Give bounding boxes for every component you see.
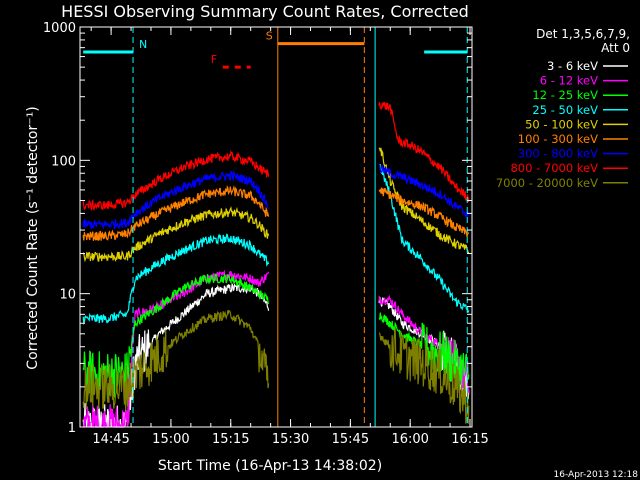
flag-N-label: N bbox=[139, 38, 147, 51]
x-tick-label-2: 15:15 bbox=[212, 432, 249, 447]
x-tick-label-0: 14:45 bbox=[92, 432, 129, 447]
series-8 bbox=[82, 309, 470, 424]
y-tick-label-3: 1000 bbox=[43, 21, 76, 36]
flags-layer: N S F bbox=[83, 30, 468, 69]
legend-label-0: 3 - 6 keV bbox=[547, 59, 598, 73]
legend-attenuator: Att 0 bbox=[601, 41, 630, 55]
series-6 bbox=[82, 164, 470, 231]
legend-label-5: 100 - 300 keV bbox=[518, 132, 598, 146]
y-tick-label-2: 100 bbox=[51, 154, 76, 169]
x-tick-label-4: 15:45 bbox=[332, 432, 369, 447]
y-axis-label: Corrected Count Rate (s⁻¹ detector⁻¹) bbox=[25, 106, 41, 369]
plot-frame bbox=[79, 26, 473, 428]
legend-label-6: 300 - 800 keV bbox=[518, 147, 598, 161]
series-8-segment-0 bbox=[82, 309, 270, 411]
legend-label-2: 12 - 25 keV bbox=[532, 88, 598, 102]
series-3-segment-1 bbox=[378, 163, 470, 313]
series-4-segment-1 bbox=[378, 147, 470, 255]
series-6-segment-1 bbox=[378, 164, 470, 219]
series-layer bbox=[82, 101, 470, 428]
x-tick-label-5: 16:00 bbox=[391, 432, 428, 447]
series-2-segment-0 bbox=[82, 272, 270, 398]
legend-label-4: 50 - 100 keV bbox=[525, 117, 598, 131]
series-1-segment-0 bbox=[83, 269, 270, 428]
marker-lines-layer bbox=[132, 27, 468, 427]
y-tick-label-1: 10 bbox=[59, 288, 76, 303]
legend-header: Det 1,3,5,6,7,9, Att 0 bbox=[536, 27, 630, 55]
series-7-segment-1 bbox=[378, 101, 470, 203]
series-6-segment-0 bbox=[82, 169, 270, 231]
y-ticks: 1 10 100 1000 bbox=[43, 21, 472, 436]
plot-area: NSF 14:45 15:00 15:15 15:30 15:45 16:00 16:15 … bbox=[43, 21, 489, 447]
x-axis-label: Start Time (16-Apr-13 14:38:02) bbox=[158, 458, 382, 474]
x-tick-label-3: 15:30 bbox=[272, 432, 309, 447]
series-8-segment-1 bbox=[379, 327, 470, 424]
x-tick-label-1: 15:00 bbox=[152, 432, 189, 447]
chart-title: HESSI Observing Summary Count Rates, Cor… bbox=[61, 2, 469, 21]
series-4-segment-0 bbox=[82, 206, 270, 263]
series-5-segment-0 bbox=[82, 185, 270, 242]
y-tick-label-0: 1 bbox=[68, 421, 76, 436]
series-7 bbox=[82, 101, 470, 212]
series-4 bbox=[82, 147, 470, 263]
legend-label-3: 25 - 50 keV bbox=[532, 103, 598, 117]
series-2 bbox=[82, 272, 470, 398]
series-3-segment-0 bbox=[82, 233, 270, 326]
flag-S-label: S bbox=[266, 30, 273, 43]
legend-label-7: 800 - 7000 keV bbox=[510, 161, 598, 175]
series-3 bbox=[82, 163, 470, 326]
legend-label-8: 7000 - 20000 keV bbox=[496, 176, 598, 190]
flag-F-label: F bbox=[211, 53, 217, 66]
series-2-segment-1 bbox=[378, 312, 470, 392]
x-ticks: 14:45 15:00 15:15 15:30 15:45 16:00 16:15 bbox=[90, 27, 489, 447]
legend-label-1: 6 - 12 keV bbox=[540, 74, 598, 88]
series-5-segment-1 bbox=[378, 187, 470, 238]
legend-detectors: Det 1,3,5,6,7,9, bbox=[536, 27, 630, 41]
date-stamp: 16-Apr-2013 12:18 bbox=[554, 470, 639, 480]
series-5 bbox=[82, 185, 470, 242]
x-tick-label-6: 16:15 bbox=[451, 432, 488, 447]
series-7-segment-0 bbox=[82, 149, 270, 212]
